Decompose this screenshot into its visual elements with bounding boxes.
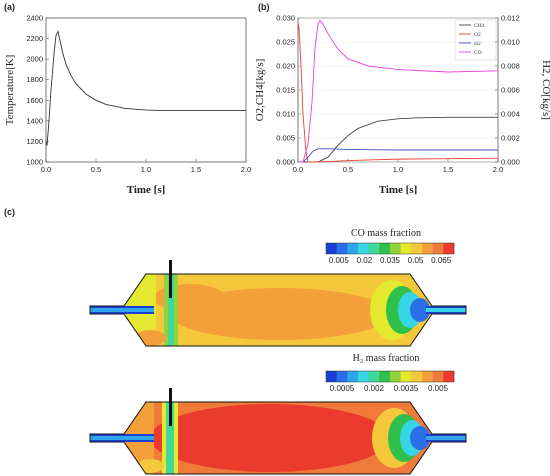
colorbar-swatch (400, 243, 412, 254)
colorbar-swatch (347, 243, 359, 254)
colorbar-swatch (443, 371, 455, 382)
y-tick-label: 2000 (26, 55, 43, 64)
y-tick-label: 1400 (26, 116, 43, 125)
y-right-tick-label: 0.000 (501, 158, 520, 167)
legend-label-ch4: CH4 (474, 23, 485, 29)
y-tick-label: 2400 (26, 14, 43, 23)
y-tick-label: 1800 (26, 75, 43, 84)
legend-label-co: CO (474, 50, 482, 56)
colorbar-tick-label: 0.065 (431, 256, 452, 265)
x-tick-label: 2.0 (241, 165, 251, 174)
panel-label-a: (a) (4, 2, 15, 12)
injector-probe (169, 388, 172, 426)
reactor-outline (89, 273, 467, 347)
y-tick-label: 0.020 (276, 62, 295, 71)
y-tick-label: 0.015 (276, 86, 295, 95)
colorbar-swatch (390, 371, 401, 382)
x-tick-label: 0.5 (343, 165, 353, 174)
series-line-h2 (298, 148, 498, 163)
y-tick-label: 1200 (26, 137, 43, 146)
y-tick-label: 0.025 (276, 38, 295, 47)
colorbar-swatch (422, 371, 433, 382)
y-tick-label: 1600 (26, 96, 43, 105)
legend-label-h2: H2 (474, 41, 481, 47)
colorbar-tick-label: 0.035 (380, 256, 401, 265)
y-axis-title-a: Temperature[K] (4, 55, 16, 126)
series-line-co (298, 19, 499, 163)
colorbar-swatch (411, 371, 423, 382)
y-right-tick-label: 0.004 (501, 110, 520, 119)
colorbar-tick-label: 0.002 (364, 384, 385, 393)
x-tick-label: 1.0 (141, 165, 151, 174)
panel-label-c: (c) (4, 207, 15, 217)
colorbar-title-h2: H₂ mass fraction (353, 353, 420, 364)
x-axis-title-b: Time [s] (379, 184, 418, 196)
colorbar-tick-label: 0.05 (408, 256, 424, 265)
panel-label-b: (b) (258, 2, 270, 12)
colorbar-tick-label: 0.02 (357, 256, 373, 265)
reactor-outline (89, 401, 467, 475)
colorbar-frame (325, 242, 455, 255)
colorbar-swatch (400, 371, 412, 382)
y-axis-title-right-b: H2, CO[kg/s] (540, 60, 550, 120)
colorbar-swatch (358, 243, 369, 254)
colorbar-swatch (443, 243, 455, 254)
colorbar-swatch (347, 371, 359, 382)
x-axis-title-a: Time [s] (127, 184, 166, 196)
colorbar-tick-label: 0.0005 (330, 384, 355, 393)
colorbar-swatch (336, 243, 348, 254)
colorbar-frame (325, 370, 455, 383)
colorbar-swatch (326, 243, 337, 254)
colorbar-swatch (368, 371, 380, 382)
y-tick-label: 0.030 (276, 14, 295, 23)
colorbar-tick-label: 0.0035 (394, 384, 419, 393)
h2-mass-fraction-plot: H₂ mass fraction 0.0005 0.002 0.0035 0.005 (89, 353, 467, 475)
y-axis-title-left-b: O2,CH4[kg/s] (254, 59, 266, 122)
y-right-tick-label: 0.010 (501, 38, 520, 47)
colorbar-swatch (432, 371, 444, 382)
x-tick-label: 0.5 (91, 165, 101, 174)
x-tick-label: 1.5 (191, 165, 201, 174)
y-right-tick-label: 0.002 (501, 134, 520, 143)
colorbar-swatch (368, 243, 380, 254)
y-right-tick-label: 0.006 (501, 86, 520, 95)
series-line-temperature (45, 30, 246, 146)
series-line-o2 (297, 22, 499, 163)
legend-box (454, 19, 497, 61)
y-tick-label: 0.010 (276, 110, 295, 119)
x-tick-label: 1.5 (443, 165, 453, 174)
colorbar-swatch (326, 371, 337, 382)
series-line-ch4 (298, 116, 498, 163)
x-tick-label: 1.0 (393, 165, 403, 174)
colorbar-swatch (390, 243, 401, 254)
y-tick-label: 0.000 (276, 158, 295, 167)
colorbar-swatch (336, 371, 348, 382)
injector-probe (169, 260, 172, 298)
colorbar-swatch (379, 371, 391, 382)
y-right-tick-label: 0.012 (501, 14, 520, 23)
y-right-tick-label: 0.008 (501, 62, 520, 71)
colorbar-tick-label: 0.005 (329, 256, 350, 265)
colorbar-swatch (432, 243, 444, 254)
colorbar-tick-label: 0.005 (428, 384, 449, 393)
co-mass-fraction-plot: CO mass fraction 0.005 0.02 0.035 0.05 0.065 (89, 228, 467, 347)
reactor-field (90, 274, 466, 346)
colorbar-swatch (358, 371, 369, 382)
mass-flow-chart: Time [s] O2,CH4[kg/s] H2, CO[kg/s] CH4 O2… (254, 14, 550, 197)
colorbar-swatch (411, 243, 423, 254)
y-tick-label: 2200 (26, 34, 43, 43)
legend-label-o2: O2 (474, 32, 481, 38)
temperature-chart: Time [s] Temperature[K] 0.0 0.5 1.0 1.5 2.0 1… (4, 14, 251, 197)
x-tick-label: 0.0 (293, 165, 303, 174)
y-tick-label: 1000 (26, 158, 43, 167)
legend: CH4 O2 H2 CO (454, 19, 497, 61)
x-tick-label: 2.0 (493, 165, 503, 174)
colorbar-swatch (422, 243, 433, 254)
x-tick-label: 0.0 (41, 165, 51, 174)
colorbar-swatch (379, 243, 391, 254)
y-tick-label: 0.005 (276, 134, 295, 143)
colorbar-title-co: CO mass fraction (351, 228, 421, 239)
plot-frame-a (45, 17, 247, 163)
